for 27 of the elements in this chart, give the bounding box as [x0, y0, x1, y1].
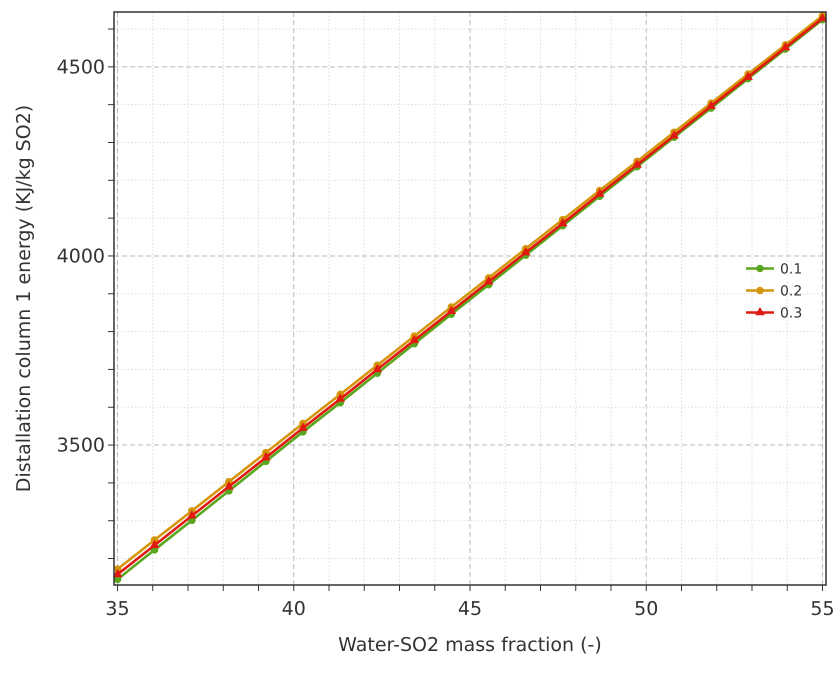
x-tick-label: 35: [105, 598, 130, 620]
point: [261, 452, 271, 460]
x-tick-label: 50: [634, 598, 658, 620]
point: [446, 306, 456, 314]
point: [335, 393, 346, 402]
y-tick-label: 4500: [56, 56, 105, 78]
point: [484, 276, 494, 284]
y-tick-label: 4000: [56, 246, 105, 268]
point: [224, 481, 234, 490]
point: [632, 159, 642, 168]
point: [298, 422, 308, 431]
legend-label: 0.1: [780, 261, 802, 278]
legend-label: 0.2: [780, 283, 802, 300]
x-tick-label: 45: [458, 598, 482, 620]
legend-label: 0.3: [780, 305, 802, 322]
x-tick-label: 55: [810, 598, 835, 620]
y-axis-title: Distallation column 1 energy (KJ/kg SO2): [13, 104, 35, 492]
x-axis-title: Water-SO2 mass fraction (-): [338, 634, 602, 656]
point: [594, 188, 605, 197]
x-tick-label: 40: [282, 598, 306, 620]
point: [372, 364, 382, 372]
point: [187, 510, 197, 519]
point: [558, 218, 568, 226]
y-tick-label: 3500: [56, 434, 105, 457]
point: [520, 247, 530, 256]
point: [410, 334, 420, 344]
point: [150, 540, 160, 548]
